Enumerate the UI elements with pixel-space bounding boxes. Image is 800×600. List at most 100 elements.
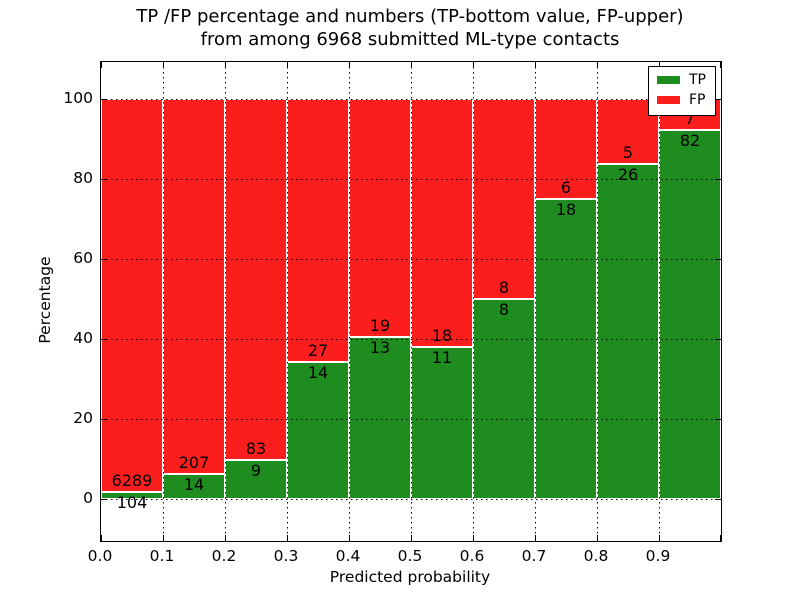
y-tick-mark bbox=[101, 338, 107, 340]
x-tick-mark bbox=[163, 535, 164, 541]
bar-segment-tp bbox=[287, 362, 349, 499]
tp-count-label: 8 bbox=[498, 300, 510, 319]
x-tick-mark bbox=[287, 62, 288, 68]
gridline-vertical bbox=[534, 62, 536, 541]
chart-title-line2: from among 6968 submitted ML-type contac… bbox=[200, 29, 620, 50]
y-tick-mark bbox=[101, 498, 107, 500]
bar-segment-tp bbox=[535, 199, 597, 499]
y-axis-label: Percentage bbox=[36, 256, 54, 344]
tp-count-label: 104 bbox=[116, 493, 148, 513]
x-tick-mark bbox=[101, 535, 102, 541]
bar-segment-fp bbox=[101, 99, 163, 493]
fp-count-label: 27 bbox=[307, 341, 329, 361]
x-tick-mark bbox=[535, 62, 536, 68]
bar-segment-fp bbox=[473, 99, 535, 299]
gridline-horizontal bbox=[101, 98, 721, 100]
y-tick-label: 0 bbox=[83, 489, 93, 507]
plot-area: TP FP 6289 104 207 14 83 9 27 14 19 13 18 11 8 8 6 18 5 2… bbox=[100, 61, 722, 542]
bar-segment-tp bbox=[473, 299, 535, 499]
gridline-horizontal bbox=[101, 258, 721, 260]
gridline-vertical bbox=[658, 62, 660, 541]
gridline-vertical bbox=[162, 62, 164, 541]
y-tick-label: 20 bbox=[73, 409, 93, 427]
fp-count-label: 7 bbox=[684, 109, 696, 129]
fp-count-label: 6289 bbox=[111, 471, 153, 491]
fp-count-label: 18 bbox=[431, 326, 453, 346]
x-tick-mark bbox=[720, 535, 721, 541]
tp-count-label: 82 bbox=[679, 131, 701, 151]
gridline-horizontal bbox=[101, 418, 721, 420]
x-tick-label: 0.5 bbox=[397, 547, 423, 565]
legend-label-tp: TP bbox=[689, 72, 706, 88]
bar-segment-fp bbox=[225, 99, 287, 460]
gridline-vertical bbox=[472, 62, 474, 541]
x-tick-mark bbox=[535, 535, 536, 541]
x-tick-mark bbox=[225, 535, 226, 541]
legend: TP FP bbox=[648, 66, 716, 116]
tp-count-label: 14 bbox=[183, 474, 205, 494]
y-tick-mark bbox=[715, 498, 721, 500]
x-tick-label: 0.0 bbox=[87, 547, 113, 565]
y-tick-label: 100 bbox=[63, 89, 93, 107]
x-tick-mark bbox=[411, 62, 412, 68]
fp-count-label: 5 bbox=[622, 142, 634, 162]
gridline-horizontal bbox=[101, 178, 721, 180]
x-tick-label: 0.8 bbox=[583, 547, 609, 565]
x-tick-mark bbox=[349, 62, 350, 68]
bar-segment-tp bbox=[597, 163, 659, 499]
x-tick-label: 0.4 bbox=[335, 547, 361, 565]
x-tick-mark bbox=[287, 535, 288, 541]
bar-segment-fp bbox=[411, 99, 473, 348]
tp-count-label: 18 bbox=[555, 200, 577, 219]
gridline-vertical bbox=[410, 62, 412, 541]
tp-count-label: 11 bbox=[431, 348, 453, 368]
bar-segment-tp bbox=[411, 347, 473, 499]
x-tick-mark bbox=[473, 62, 474, 68]
x-tick-mark bbox=[659, 535, 660, 541]
bar-segment-fp bbox=[349, 99, 411, 337]
bar-segment-fp bbox=[535, 99, 597, 199]
x-tick-label: 0.3 bbox=[273, 547, 299, 565]
y-tick-label: 60 bbox=[73, 249, 93, 267]
legend-swatch-tp-icon bbox=[657, 76, 680, 84]
y-tick-mark bbox=[715, 98, 721, 100]
x-tick-mark bbox=[720, 62, 721, 68]
legend-label-fp: FP bbox=[689, 92, 706, 108]
x-tick-mark bbox=[349, 535, 350, 541]
y-tick-mark bbox=[101, 418, 107, 420]
y-tick-mark bbox=[715, 418, 721, 420]
x-tick-label: 0.7 bbox=[521, 547, 547, 565]
bar-segment-tp bbox=[659, 130, 721, 499]
x-tick-mark bbox=[597, 535, 598, 541]
fp-count-label: 83 bbox=[245, 438, 267, 458]
gridline-vertical bbox=[348, 62, 350, 541]
y-tick-label: 40 bbox=[73, 329, 93, 347]
gridline-vertical bbox=[596, 62, 598, 541]
y-tick-mark bbox=[101, 98, 107, 100]
chart-title: TP /FP percentage and numbers (TP-bottom… bbox=[100, 5, 720, 51]
x-axis-label: Predicted probability bbox=[329, 568, 491, 586]
fp-count-label: 207 bbox=[178, 452, 210, 472]
gridline-horizontal bbox=[101, 498, 721, 500]
legend-swatch-fp-icon bbox=[657, 96, 680, 104]
bar-segment-tp bbox=[225, 459, 287, 499]
x-tick-mark bbox=[101, 62, 102, 68]
gridline-vertical bbox=[286, 62, 288, 541]
tp-count-label: 14 bbox=[307, 363, 329, 383]
y-tick-mark bbox=[101, 178, 107, 180]
tp-count-label: 13 bbox=[369, 337, 391, 357]
x-tick-label: 0.2 bbox=[211, 547, 237, 565]
bar-segment-tp bbox=[163, 473, 225, 499]
x-tick-mark bbox=[225, 62, 226, 68]
x-tick-label: 0.6 bbox=[459, 547, 485, 565]
fp-count-label: 8 bbox=[498, 278, 510, 297]
tp-count-label: 26 bbox=[617, 164, 639, 184]
x-tick-label: 0.1 bbox=[149, 547, 175, 565]
bar-segment-fp bbox=[287, 99, 349, 363]
legend-item-fp: FP bbox=[657, 93, 706, 107]
chart-title-line1: TP /FP percentage and numbers (TP-bottom… bbox=[136, 6, 684, 27]
x-tick-mark bbox=[597, 62, 598, 68]
y-tick-mark bbox=[101, 258, 107, 260]
legend-item-tp: TP bbox=[657, 73, 706, 87]
